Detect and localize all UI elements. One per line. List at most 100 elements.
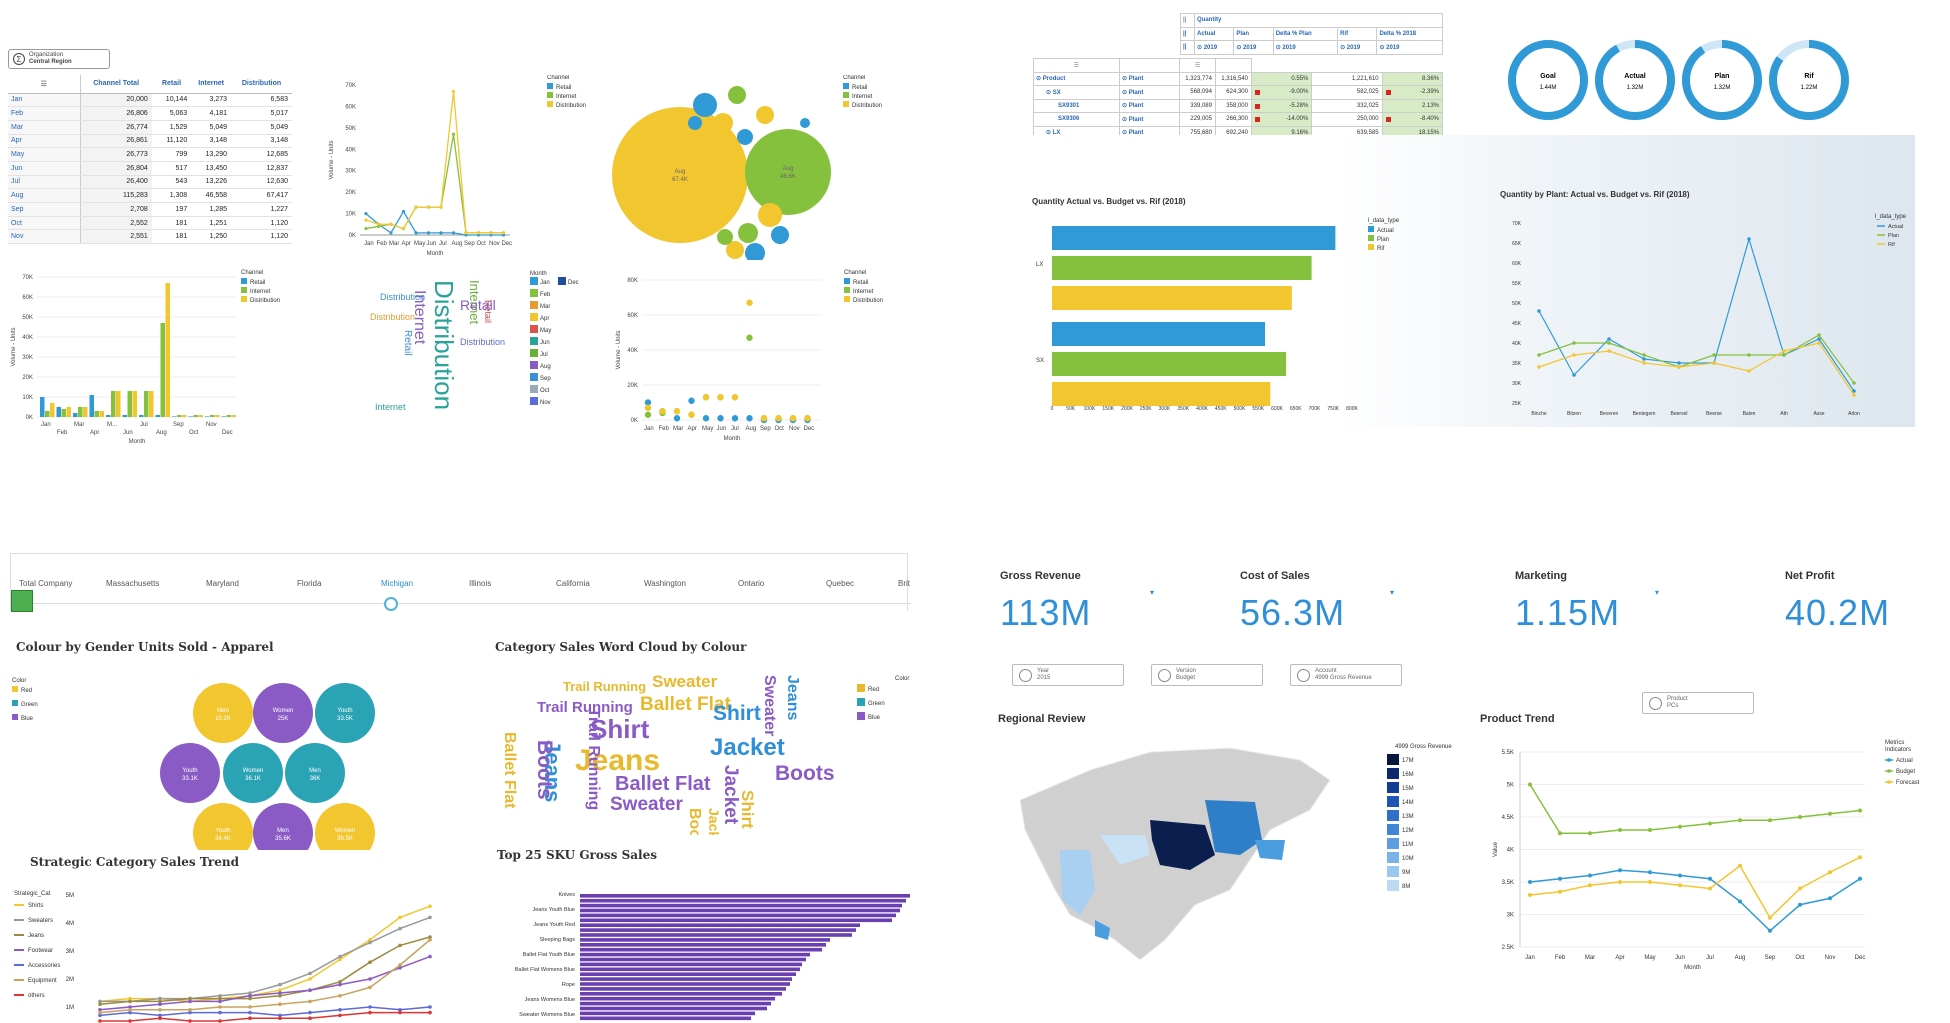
row-header-handle[interactable]: ☰ [8, 75, 81, 94]
year-header[interactable]: ⊙ 2019 [1233, 40, 1274, 55]
row-handle[interactable]: ☰ [1033, 58, 1120, 73]
timeline-item[interactable]: Florida [297, 579, 322, 588]
caret-down-icon[interactable]: ▾ [1150, 588, 1155, 597]
row-month[interactable]: Aug [8, 188, 80, 203]
caret-down-icon[interactable]: ▾ [1390, 588, 1395, 597]
row-handle[interactable] [1215, 58, 1252, 73]
grip-icon[interactable]: || [1180, 40, 1195, 55]
row-month[interactable]: May [8, 147, 80, 162]
timeline-item[interactable]: Ontario [738, 579, 765, 588]
grip-icon[interactable]: || [1180, 13, 1195, 28]
data-point [1648, 828, 1652, 832]
timeline-item[interactable]: Maryland [206, 579, 239, 588]
year-header[interactable]: ⊙ 2019 [1272, 40, 1339, 55]
data-point [1852, 393, 1856, 397]
timeline-item[interactable]: Michigan [381, 579, 414, 588]
data-point [278, 1002, 282, 1006]
cloud-legend-item: Jun [540, 340, 550, 346]
row-month[interactable]: Sep [8, 202, 80, 217]
row-month[interactable]: Jun [8, 161, 80, 176]
col-header[interactable]: Plan [1233, 26, 1274, 41]
bubble-units: 36.5K [337, 836, 353, 842]
row-month[interactable]: Feb [8, 106, 80, 121]
year-header[interactable]: ⊙ 2019 [1337, 40, 1378, 55]
x-tick-label: Oct [189, 430, 199, 436]
timeline-item[interactable]: Brit [898, 579, 910, 588]
x-tick-label: 150K [1102, 406, 1114, 412]
timeline-slider-handle[interactable] [384, 597, 398, 611]
filter-year[interactable]: Year 2015 [1012, 664, 1124, 686]
col-header[interactable]: Internet [191, 75, 232, 94]
x-tick-label: 600K [1271, 406, 1283, 412]
col-header[interactable]: Retail [151, 75, 192, 94]
region-timeline[interactable]: Total Company Massachusetts Maryland Florid… [10, 553, 911, 612]
sku-label: Jeans Youth Red [533, 922, 575, 928]
x-tick-label: M... [107, 422, 117, 428]
organization-filter[interactable]: Σ Organization Central Region [8, 49, 110, 69]
line-legend-swatch [547, 92, 553, 98]
row-month[interactable]: Nov [8, 229, 80, 245]
hbar-title: Quantity Actual vs. Budget vs. Rif (2018… [1032, 197, 1186, 206]
col-header[interactable]: Channel Total [80, 75, 152, 94]
timeline-item[interactable]: California [556, 579, 590, 588]
filter-label: Version [1176, 668, 1197, 674]
x-tick-label: Beveren [1600, 411, 1619, 417]
year-header[interactable]: ⊙ 2019 [1376, 40, 1443, 55]
value-cell: 266,300 [1215, 112, 1252, 127]
caret-down-icon[interactable]: ▾ [1655, 588, 1660, 597]
plant-cell[interactable]: ⊙ Plant [1119, 71, 1180, 86]
timeline-item[interactable]: Massachusetts [106, 579, 160, 588]
ring-value: 1.44M [1540, 85, 1557, 91]
ring-value: 1.32M [1714, 85, 1731, 91]
product-cell[interactable]: SX9301 [1033, 98, 1120, 113]
product-cell[interactable]: SX9306 [1033, 112, 1120, 127]
map-legend-item: 8M [1402, 884, 1410, 890]
timeline-item[interactable]: Washington [644, 579, 686, 588]
data-point [1798, 815, 1802, 819]
grip-icon[interactable]: || [1180, 26, 1195, 41]
filter-version[interactable]: Version Budget [1151, 664, 1263, 686]
timeline-item[interactable]: Total Company [19, 579, 73, 588]
table-cell: 26,861 [79, 134, 152, 149]
x-tick-label: Mar [673, 426, 683, 432]
product-cell[interactable]: ⊙ Product [1033, 71, 1120, 86]
bubble-legend-swatch [843, 92, 849, 98]
plant-cell[interactable]: ⊙ Plant [1119, 85, 1180, 100]
table-row: Nov 2,551 181 1,250 1,120 [8, 229, 292, 245]
row-month[interactable]: Apr [8, 134, 80, 149]
col-header[interactable]: Rif [1337, 26, 1378, 41]
row-month[interactable]: Jul [8, 175, 80, 190]
timeline-item[interactable]: Illinois [469, 579, 492, 588]
timeline-item[interactable]: Quebec [826, 579, 855, 588]
cloud-word: Jeans [540, 740, 565, 802]
plant-cell[interactable]: ⊙ Plant [1119, 98, 1180, 113]
row-handle[interactable] [1119, 58, 1180, 73]
col-header[interactable]: Distribution [231, 75, 292, 94]
x-axis-label: Month [129, 439, 146, 445]
row-month[interactable]: Oct [8, 216, 80, 231]
data-point [414, 231, 418, 235]
line-legend-item: Retail [556, 85, 571, 91]
gender-legend-swatch [12, 714, 18, 720]
small-bubble [688, 116, 702, 130]
col-header[interactable]: Actual [1193, 26, 1235, 41]
plant-series-plan [1538, 334, 1855, 384]
row-month[interactable]: Jan [8, 93, 80, 108]
data-point [278, 1016, 282, 1020]
cloud-legend-swatch [530, 361, 538, 369]
product-cell[interactable]: ⊙ SX [1033, 85, 1120, 100]
x-tick-label: Apr [688, 426, 697, 432]
bar [122, 415, 127, 417]
timeline-play-button[interactable] [11, 590, 33, 612]
plant-cell[interactable]: ⊙ Plant [1119, 112, 1180, 127]
cloud-word: Jeans [575, 744, 660, 777]
row-handle[interactable]: ☰ [1179, 58, 1216, 73]
filter-account[interactable]: Account 4999 Gross Revenue [1290, 664, 1402, 686]
col-header[interactable]: Delta % 2018 [1376, 26, 1443, 41]
col-header[interactable]: Delta % Plan [1272, 26, 1339, 41]
product-filter[interactable]: Product PCs [1642, 692, 1754, 714]
year-header[interactable]: ⊙ 2019 [1193, 40, 1235, 55]
sku-bar [580, 1001, 771, 1006]
row-month[interactable]: Mar [8, 120, 80, 135]
